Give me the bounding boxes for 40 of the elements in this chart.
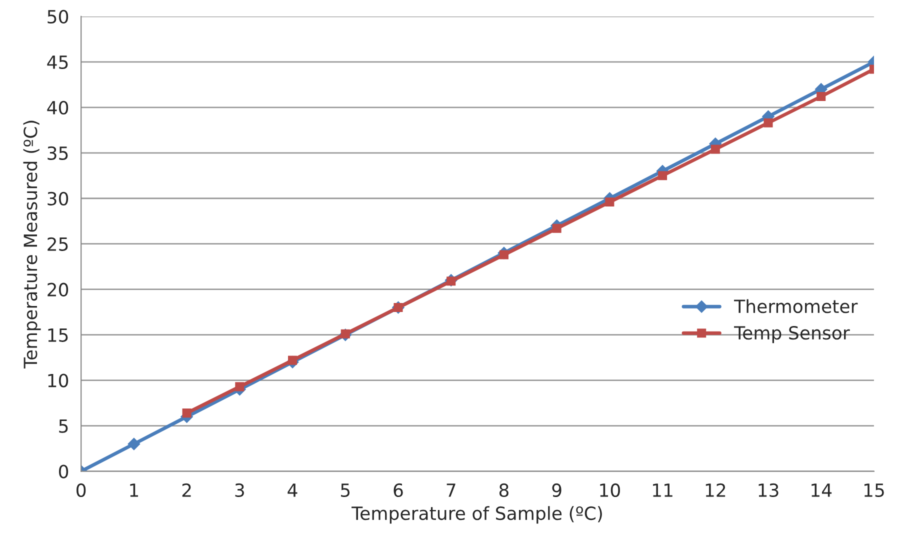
x-tick-label: 4 bbox=[288, 484, 298, 497]
x-tick-label: 7 bbox=[446, 484, 456, 497]
point bbox=[658, 171, 668, 180]
x-tick-label: 12 bbox=[706, 483, 726, 497]
x-tick-label: 10 bbox=[600, 483, 620, 498]
x-tick-label: 3 bbox=[235, 483, 244, 498]
point bbox=[128, 438, 140, 450]
y-axis-title: Temperature Measured (ºC) bbox=[23, 120, 41, 369]
x-tick-label: 11 bbox=[653, 484, 672, 497]
y-tick-label: 35 bbox=[48, 146, 68, 160]
point bbox=[182, 408, 192, 418]
x-tick-label: 2 bbox=[182, 483, 191, 497]
point bbox=[764, 118, 773, 128]
point bbox=[710, 144, 720, 154]
x-axis-title: Temperature of Sample (ºC) bbox=[352, 506, 602, 524]
y-tick-label: 50 bbox=[48, 10, 68, 24]
legend-label: Temp Sensor bbox=[734, 326, 850, 344]
y-tick-label: 5 bbox=[59, 419, 68, 433]
point bbox=[816, 92, 826, 102]
x-tick-label: 1 bbox=[130, 484, 138, 497]
x-tick-label: 13 bbox=[758, 483, 778, 498]
y-tick-label: 20 bbox=[48, 282, 68, 296]
point bbox=[552, 224, 562, 233]
legend-label: Thermometer bbox=[734, 299, 858, 314]
y-tick-label: 15 bbox=[48, 328, 68, 342]
y-tick-label: 0 bbox=[58, 464, 68, 478]
y-tick-label: 40 bbox=[47, 100, 68, 115]
y-tick-label: 30 bbox=[48, 192, 68, 206]
x-tick-label: 15 bbox=[864, 484, 884, 498]
x-tick-label: 9 bbox=[552, 483, 562, 498]
x-tick-label: 14 bbox=[812, 484, 832, 497]
x-tick-label: 8 bbox=[499, 483, 508, 498]
y-tick-label: 10 bbox=[48, 374, 68, 388]
point bbox=[605, 198, 614, 207]
x-tick-label: 0 bbox=[76, 483, 86, 498]
y-tick-label: 25 bbox=[48, 237, 68, 251]
x-tick-label: 6 bbox=[394, 483, 403, 498]
x-tick-label: 5 bbox=[341, 484, 350, 498]
point bbox=[235, 382, 244, 392]
y-tick-label: 45 bbox=[47, 56, 68, 70]
